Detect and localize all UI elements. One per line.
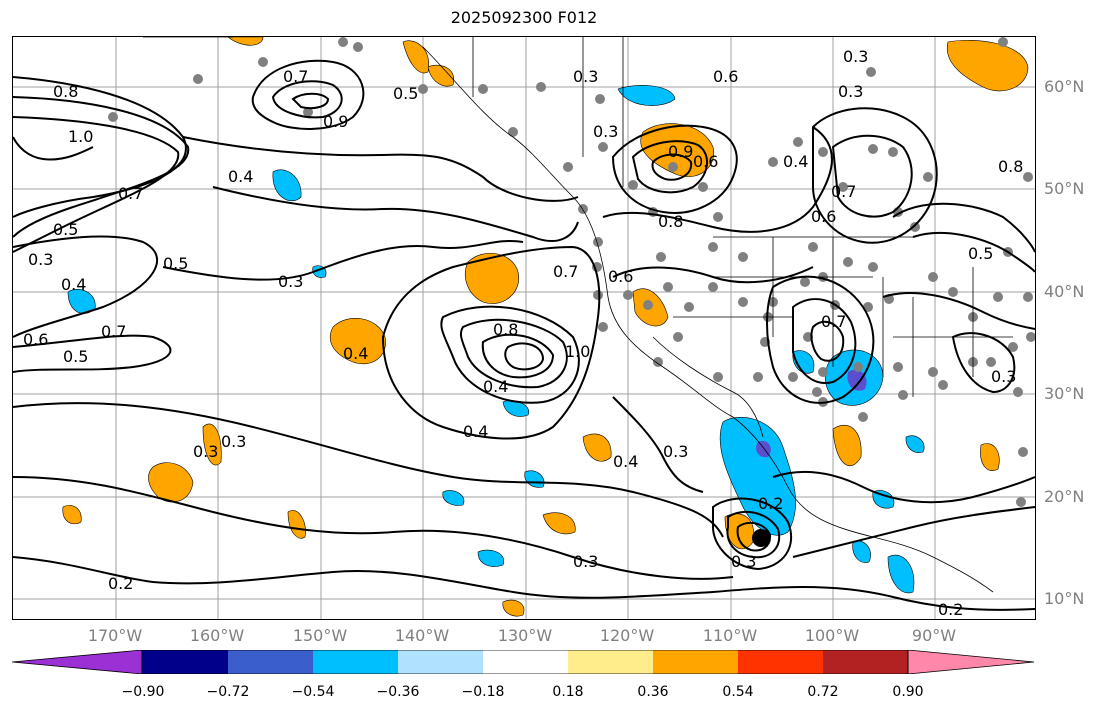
lon-label-130w: 130°W [497,626,553,645]
colorbar-bin [313,650,398,674]
colorbar-bin [653,650,738,674]
colorbar-tick: 0.90 [892,684,924,700]
contour-label: 1.0 [68,127,93,146]
colorbar-tick: −0.72 [206,684,250,700]
contour-label: 0.3 [991,367,1016,386]
contour-label: 0.6 [23,330,48,349]
contour-label: 0.7 [553,262,578,281]
map-plot-area: 0.8 1.0 0.7 0.5 0.3 0.4 0.6 0.5 0.7 0.4 … [12,36,1036,620]
colorbar-tick: −0.18 [461,684,505,700]
colorbar-tick: −0.36 [376,684,420,700]
lat-label-10n: 10°N [1044,589,1085,608]
contour-label: 0.7 [101,322,126,341]
contour-label: 0.8 [53,82,78,101]
contour-label: 0.3 [573,67,598,86]
colorbar-bin [568,650,653,674]
contour-label: 0.3 [278,272,303,291]
contour-label: 0.3 [838,82,863,101]
contour-label: 0.3 [193,442,218,461]
contour-label: 0.3 [221,432,246,451]
contour-label: 0.5 [163,254,188,273]
colorbar-extend-low [12,650,143,674]
colorbar-bin [823,650,908,674]
contour-label: 0.4 [483,377,508,396]
colorbar-extend-high [907,650,1035,674]
colorbar-bin [142,650,228,674]
contour-label: 0.2 [938,600,963,619]
colorbar-bin [228,650,313,674]
contour-label: 0.7 [283,67,308,86]
map-title: 2025092300 F012 [450,8,598,27]
colorbar-tick: 0.18 [552,684,584,700]
contour-label: 0.5 [63,347,88,366]
contour-label: 0.3 [28,250,53,269]
contour-label: 0.4 [463,422,488,441]
contour-label: 0.8 [998,157,1023,176]
lon-label-100w: 100°W [804,626,860,645]
contour-label: 0.7 [831,182,856,201]
contour-label: 0.7 [118,184,143,203]
contour-label: 0.5 [968,244,993,263]
contour-label: 0.3 [573,552,598,571]
colorbar-tick: 0.36 [637,684,669,700]
lon-label-110w: 110°W [702,626,758,645]
colorbar-bin [483,650,568,674]
lat-label-40n: 40°N [1044,282,1085,301]
contour-label: 0.4 [228,167,253,186]
contour-label: 0.6 [811,207,836,226]
lon-label-140w: 140°W [394,626,450,645]
lon-label-170w: 170°W [87,626,143,645]
contour-label: 0.7 [821,312,846,331]
contour-label: 0.6 [713,67,738,86]
contour-label: 0.2 [758,494,783,513]
shaded-anomalies [62,37,1029,617]
lat-label-20n: 20°N [1044,487,1085,506]
colorbar-tick: −0.90 [121,684,165,700]
colorbar-tick: 0.54 [722,684,754,700]
colorbar [12,650,1035,674]
contour-label: 0.6 [608,267,633,286]
contour-label-group: 0.8 1.0 0.7 0.5 0.3 0.4 0.6 0.5 0.7 0.4 … [23,47,1023,619]
contour-label: 0.6 [693,152,718,171]
contour-label: 0.4 [783,152,808,171]
contour-label: 0.5 [393,84,418,103]
graticule [13,37,1035,619]
lat-label-30n: 30°N [1044,384,1085,403]
contour-label: 0.3 [843,47,868,66]
colorbar-bin [398,650,483,674]
coastlines [143,37,1013,593]
contour-label: 0.3 [593,122,618,141]
contour-label: 0.4 [61,275,86,294]
lon-label-120w: 120°W [599,626,655,645]
contour-label: 0.3 [663,442,688,461]
contour-label: 0.4 [343,344,368,363]
colorbar-bin [738,650,823,674]
contour-lines [13,59,1035,611]
contour-label: 0.9 [668,142,693,161]
lon-label-160w: 160°W [189,626,245,645]
contour-label: 0.5 [53,220,78,239]
colorbar-tick: −0.54 [291,684,335,700]
lon-label-90w: 90°W [911,626,957,645]
contour-label: 0.3 [731,552,756,571]
colorbar-tick: 0.72 [807,684,839,700]
contour-label: 0.2 [108,574,133,593]
contour-label: 0.8 [493,320,518,339]
contour-label: 0.8 [658,212,683,231]
lat-label-50n: 50°N [1044,179,1085,198]
lat-label-60n: 60°N [1044,77,1085,96]
contour-label: 1.0 [565,342,590,361]
storm-center-marker [752,529,770,547]
lon-label-150w: 150°W [292,626,348,645]
map-canvas: 0.8 1.0 0.7 0.5 0.3 0.4 0.6 0.5 0.7 0.4 … [13,37,1035,619]
contour-label: 0.4 [613,452,638,471]
contour-label: 0.9 [323,112,348,131]
